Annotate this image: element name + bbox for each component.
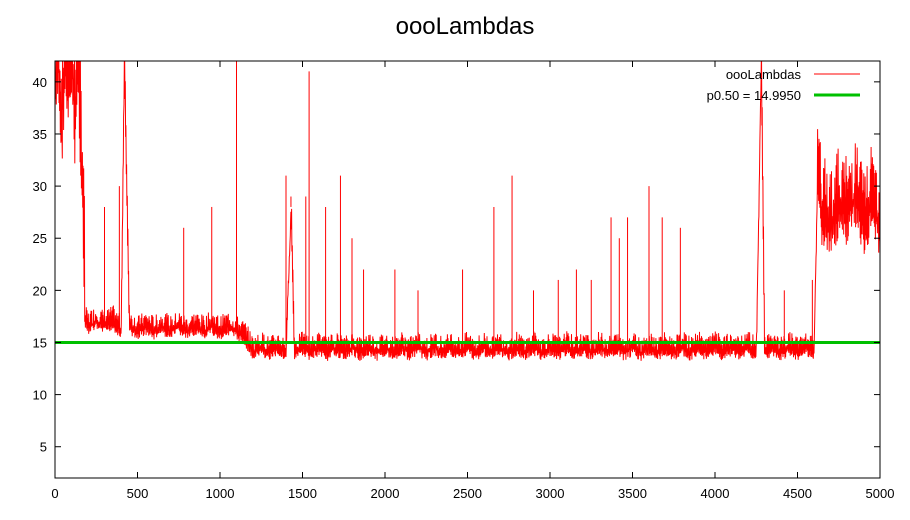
y-tick-label: 10 <box>33 388 47 403</box>
x-tick-label: 1000 <box>206 486 235 501</box>
x-tick-label: 500 <box>127 486 149 501</box>
y-tick-label: 30 <box>33 179 47 194</box>
x-tick-label: 4000 <box>701 486 730 501</box>
y-tick-label: 25 <box>33 231 47 246</box>
plot-clipped-group <box>55 61 880 361</box>
x-tick-label: 0 <box>51 486 58 501</box>
y-tick-label: 15 <box>33 335 47 350</box>
legend-label-ooolambdas: oooLambdas <box>726 67 802 82</box>
y-tick-label: 35 <box>33 127 47 142</box>
x-tick-label: 4500 <box>783 486 812 501</box>
y-tick-label: 40 <box>33 75 47 90</box>
x-tick-label: 2500 <box>453 486 482 501</box>
legend-label-median: p0.50 = 14.9950 <box>707 88 801 103</box>
legend: oooLambdas p0.50 = 14.9950 <box>707 67 860 103</box>
x-tick-label: 2000 <box>371 486 400 501</box>
axes: 0 500 1000 1500 2000 2500 3000 3500 4000 4500 5000… <box>33 60 895 501</box>
y-tick-label: 5 <box>40 440 47 455</box>
chart-title: oooLambdas <box>396 13 535 40</box>
x-tick-label: 3500 <box>618 486 647 501</box>
x-tick-label: 5000 <box>866 486 895 501</box>
plot-area <box>55 61 880 361</box>
x-tick-label: 3000 <box>536 486 565 501</box>
series-ooolambdas-line <box>55 61 880 361</box>
plot-frame <box>54 60 881 479</box>
x-tick-label: 1500 <box>288 486 317 501</box>
y-tick-label: 20 <box>33 283 47 298</box>
